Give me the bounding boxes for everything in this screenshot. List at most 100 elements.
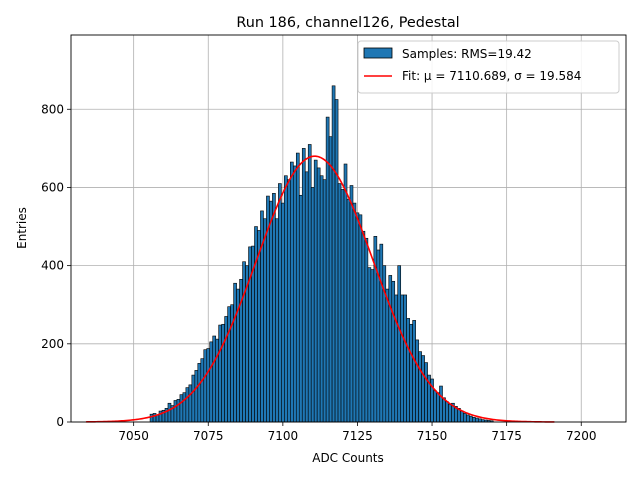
histogram-bar xyxy=(424,362,428,423)
histogram-bar xyxy=(472,417,476,423)
histogram-bar xyxy=(304,171,309,423)
histogram-bar xyxy=(412,320,416,423)
histogram-bar xyxy=(188,384,193,423)
histogram-bar xyxy=(185,387,190,423)
fit-curve xyxy=(85,155,555,423)
histogram-bar xyxy=(194,370,199,423)
histogram-bars xyxy=(149,85,494,423)
histogram-bar xyxy=(346,198,351,423)
histogram-bar xyxy=(439,385,443,423)
histogram-bar xyxy=(218,324,222,423)
histogram-bar xyxy=(337,183,342,423)
histogram-bar xyxy=(358,214,363,423)
histogram-bar xyxy=(284,175,288,423)
histogram-bar xyxy=(463,413,467,423)
y-tick-label: 0 xyxy=(56,415,64,429)
x-tick-label: 7075 xyxy=(193,429,224,443)
histogram-bar xyxy=(370,269,375,423)
histogram-bar xyxy=(292,165,297,423)
x-tick-label: 7200 xyxy=(566,429,597,443)
histogram-bar xyxy=(221,323,225,423)
histogram-bar xyxy=(477,418,482,423)
y-tick-label: 400 xyxy=(41,259,64,273)
histogram-bar xyxy=(301,148,306,423)
histogram-bar xyxy=(322,179,327,423)
histogram-bar xyxy=(206,348,211,423)
x-axis-label: ADC Counts xyxy=(312,451,384,465)
y-tick-label: 800 xyxy=(41,102,64,116)
histogram-bar xyxy=(352,202,357,423)
x-tick-label: 7175 xyxy=(491,429,522,443)
histogram-bar xyxy=(448,404,452,423)
histogram-bar xyxy=(364,237,369,423)
histogram-bar xyxy=(418,351,422,423)
histogram-bar xyxy=(179,394,184,423)
histogram-bar xyxy=(224,316,228,423)
histogram-bar xyxy=(328,136,333,423)
histogram-bar xyxy=(176,399,181,423)
x-axis-ticks: 7050 7075 7100 7125 7150 7175 7200 xyxy=(118,422,597,443)
x-tick-label: 7050 xyxy=(118,429,149,443)
histogram-bar xyxy=(310,187,315,423)
histogram-bar xyxy=(242,261,246,423)
histogram-bar xyxy=(469,415,473,423)
histogram-bar xyxy=(290,161,294,423)
histogram-bar xyxy=(263,218,267,423)
histogram-bar xyxy=(173,400,178,423)
histogram-bar xyxy=(394,294,399,423)
histogram-bar xyxy=(272,193,276,423)
y-tick-label: 600 xyxy=(41,180,64,194)
histogram-bar xyxy=(421,355,425,423)
histogram-bar xyxy=(340,189,345,423)
histogram-bar xyxy=(316,167,321,423)
histogram-bar xyxy=(415,339,419,423)
histogram-bar xyxy=(215,338,220,423)
histogram-bar xyxy=(361,230,366,423)
histogram-bar xyxy=(212,335,217,423)
histogram-bar xyxy=(466,414,470,423)
histogram-bar xyxy=(203,349,208,423)
histogram-bar xyxy=(403,294,407,423)
histogram-bar xyxy=(355,212,360,423)
histogram-bar xyxy=(406,318,410,423)
histogram-bar xyxy=(295,152,300,423)
histogram-bar xyxy=(307,144,312,423)
histogram-bar xyxy=(233,282,237,423)
x-tick-label: 7125 xyxy=(342,429,373,443)
y-axis-ticks: 0 200 400 600 800 xyxy=(41,102,71,429)
histogram-bar xyxy=(385,288,390,423)
histogram-bar xyxy=(287,179,291,423)
histogram-bar xyxy=(209,341,214,423)
histogram-bar xyxy=(149,413,154,423)
y-axis-label: Entries xyxy=(15,207,29,249)
legend-bar-swatch xyxy=(363,47,393,59)
histogram-bar xyxy=(379,243,384,423)
histogram-bar xyxy=(400,294,405,423)
histogram-bar xyxy=(254,226,258,423)
histogram-bar xyxy=(200,358,205,423)
legend: Samples: RMS=19.42 Fit: μ = 7110.689, σ … xyxy=(357,40,620,94)
legend-frame xyxy=(357,40,620,94)
histogram-bar xyxy=(343,163,348,423)
chart-title: Run 186, channel126, Pedestal xyxy=(236,15,459,31)
histogram-bar xyxy=(191,374,196,423)
histogram-bar xyxy=(227,306,231,423)
histogram-bar xyxy=(433,390,437,423)
histogram-bar xyxy=(319,175,324,423)
histogram-bar xyxy=(388,275,393,423)
histogram-bar xyxy=(334,99,339,423)
histogram-bar xyxy=(367,267,372,423)
histogram-bar xyxy=(257,230,261,423)
histogram-bar xyxy=(391,280,396,423)
histogram-bar xyxy=(460,410,464,423)
histogram-bar xyxy=(349,185,354,423)
histogram-bar xyxy=(442,397,446,423)
histogram-bar xyxy=(475,417,479,423)
legend-fit-label: Fit: μ = 7110.689, σ = 19.584 xyxy=(402,69,581,83)
histogram-bar xyxy=(445,401,449,423)
histogram-bar xyxy=(275,218,279,423)
x-tick-label: 7100 xyxy=(268,429,299,443)
plot-area-frame xyxy=(70,34,627,423)
legend-samples-label: Samples: RMS=19.42 xyxy=(402,47,532,61)
